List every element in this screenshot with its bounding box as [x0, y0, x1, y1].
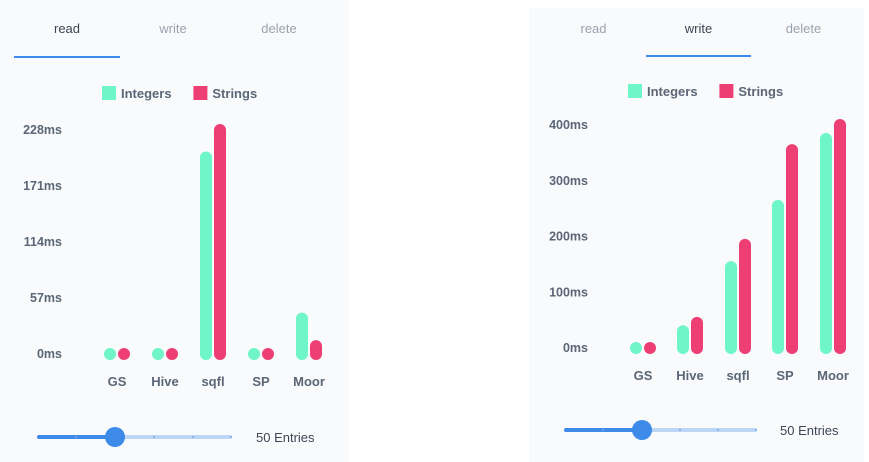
entries-slider[interactable]	[37, 427, 237, 447]
bar-integers-sqfl	[725, 261, 737, 354]
slider-tick	[75, 436, 77, 438]
y-tick-label: 100ms	[549, 285, 588, 299]
legend-label-integers: Integers	[647, 84, 698, 99]
bar-integers-sp	[248, 348, 260, 360]
bar-strings-sqfl	[739, 238, 751, 354]
slider-tick	[717, 429, 719, 431]
tab-bar: read write delete	[0, 0, 349, 58]
slider-tick	[755, 429, 757, 431]
bar-integers-gs	[630, 342, 642, 354]
legend-label-integers: Integers	[121, 86, 172, 101]
active-tab-indicator	[14, 56, 120, 58]
x-category-label: Hive	[676, 368, 703, 383]
y-tick-label: 300ms	[549, 174, 588, 188]
tab-write[interactable]: write	[159, 21, 187, 36]
bar-strings-moor	[834, 119, 846, 354]
legend-swatch-strings	[193, 86, 208, 100]
x-category-label: SP	[776, 368, 794, 383]
bar-strings-hive	[166, 348, 178, 360]
bar-strings-sp	[786, 144, 798, 354]
x-category-label: GS	[634, 368, 653, 383]
slider-tick	[602, 429, 604, 431]
slider-thumb[interactable]	[105, 427, 125, 447]
x-category-label: Hive	[151, 374, 178, 389]
bar-strings-hive	[691, 316, 703, 354]
slider-tick	[679, 429, 681, 431]
tab-read[interactable]: read	[53, 21, 81, 36]
active-tab-indicator	[646, 55, 751, 57]
bar-integers-moor	[820, 132, 832, 354]
bar-strings-gs	[644, 342, 656, 354]
read-benchmark-panel: read write delete Integers Strings 0ms 57ms…	[0, 0, 349, 462]
x-category-label: GS	[108, 374, 127, 389]
legend-label-strings: Strings	[738, 84, 783, 99]
write-bar-chart: Integers Strings 0ms 100ms 200ms 300ms 400ms GS…	[529, 8, 864, 408]
x-category-label: Moor	[817, 368, 849, 383]
bar-integers-moor	[296, 312, 308, 360]
bar-strings-sqfl	[214, 124, 226, 360]
y-tick-label: 171ms	[23, 179, 62, 193]
tab-write[interactable]: write	[684, 21, 713, 36]
slider-tick	[153, 436, 155, 438]
tab-bar: read write delete	[529, 0, 864, 58]
bar-strings-moor	[310, 340, 322, 360]
read-chart-svg: Integers Strings 0ms 57ms 114ms 171ms 228ms GS H…	[23, 86, 325, 389]
slider-tick	[230, 436, 232, 438]
y-tick-label: 114ms	[24, 235, 62, 249]
entries-label: 50 Entries	[780, 423, 839, 438]
tab-read[interactable]: read	[580, 21, 607, 36]
slider-track[interactable]	[37, 435, 232, 439]
bar-integers-hive	[677, 325, 689, 354]
entries-slider[interactable]	[564, 420, 764, 440]
legend-swatch-integers	[628, 84, 642, 98]
x-category-label: SP	[252, 374, 270, 389]
tab-delete[interactable]: delete	[261, 21, 297, 36]
y-tick-label: 200ms	[549, 230, 588, 244]
legend-swatch-strings	[719, 84, 734, 98]
write-benchmark-panel: read write delete Integers Strings 0ms 100m…	[529, 8, 864, 462]
bar-integers-sp	[772, 199, 784, 354]
slider-tick	[192, 436, 194, 438]
y-tick-label: 228ms	[23, 123, 62, 137]
bar-integers-sqfl	[200, 151, 212, 360]
x-category-label: sqfl	[726, 368, 749, 383]
y-tick-label: 400ms	[549, 118, 588, 132]
y-tick-label: 0ms	[37, 347, 62, 361]
entries-label: 50 Entries	[256, 430, 315, 445]
bar-integers-gs	[104, 348, 116, 360]
slider-thumb[interactable]	[632, 420, 652, 440]
read-bar-chart: Integers Strings 0ms 57ms 114ms 171ms 228ms GS H…	[0, 0, 349, 400]
tab-delete[interactable]: delete	[785, 21, 822, 36]
y-tick-label: 57ms	[30, 291, 62, 305]
legend-swatch-integers	[102, 86, 116, 100]
legend-label-strings: Strings	[212, 86, 257, 101]
bar-strings-gs	[118, 348, 130, 360]
x-category-label: Moor	[293, 374, 325, 389]
y-tick-label: 0ms	[563, 341, 588, 355]
write-chart-svg: Integers Strings 0ms 100ms 200ms 300ms 400ms GS…	[549, 84, 849, 383]
bar-integers-hive	[152, 348, 164, 360]
x-category-label: sqfl	[201, 374, 224, 389]
slider-track[interactable]	[564, 428, 757, 432]
bar-strings-sp	[262, 348, 274, 360]
